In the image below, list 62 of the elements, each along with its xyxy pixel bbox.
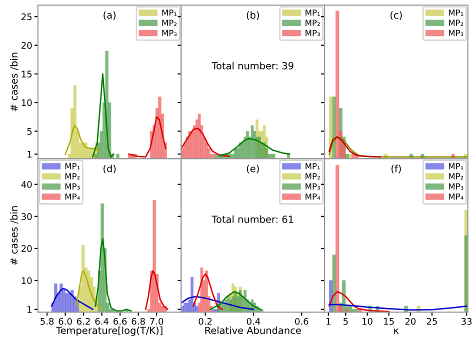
legend-label: MP₂ [448, 173, 464, 180]
x-tick-label: 5 [344, 318, 348, 325]
x-tick-label: 6.4 [95, 318, 108, 325]
y-tick-label: 30 [22, 213, 32, 220]
x-tick-label: 25 [426, 318, 437, 325]
y-axis-title: # cases /bin [10, 52, 18, 112]
x-tick-label: 0.2 [198, 318, 212, 325]
legend-label: MP₃ [162, 30, 177, 36]
legend-label: MP₁ [162, 10, 177, 16]
annotation: (e) [246, 164, 259, 174]
x-tick-label: 6.0 [58, 318, 72, 325]
legend-label: MP₂ [65, 173, 80, 180]
x-tick-label: 6.8 [132, 318, 145, 325]
x-tick-label: 15 [384, 318, 394, 325]
legend-label: MP₃ [306, 183, 320, 190]
x-tick-label: 10 [362, 318, 372, 325]
legend-label: MP₃ [448, 183, 464, 190]
legend-label: MP₁ [306, 10, 320, 16]
legend-label: MP₄ [65, 194, 80, 200]
y-tick-label: 10 [22, 99, 32, 106]
y-axis-title: # cases /bin [10, 206, 18, 265]
x-axis-title: Relative Abundance [205, 326, 301, 334]
legend-label: MP₄ [306, 194, 320, 200]
y-tick-label: 1 [28, 150, 32, 158]
x-tick-label: 5.8 [40, 318, 54, 325]
annotation: (d) [104, 164, 116, 174]
x-axis-title: κ [394, 328, 399, 334]
annotation: (b) [246, 11, 259, 20]
legend-label: MP₁ [448, 10, 464, 16]
legend-label: MP₁ [448, 163, 464, 170]
y-tick-label: 5 [27, 128, 32, 135]
x-tick-label: 1 [326, 318, 330, 325]
y-tick-label: 10 [22, 277, 32, 284]
y-tick-label: 20 [22, 42, 32, 49]
legend-label: MP₂ [306, 20, 320, 26]
legend-label: MP₂ [162, 20, 177, 26]
x-tick-label: 7.0 [150, 318, 164, 325]
annotation: Total number: 61 [212, 215, 294, 223]
legend-label: MP₃ [306, 30, 320, 36]
y-tick-label: 15 [22, 70, 32, 78]
legend-label: MP₂ [448, 20, 464, 26]
x-tick-label: 6.2 [77, 318, 90, 325]
legend-label: MP₁ [65, 163, 80, 170]
legend-label: MP₃ [65, 183, 80, 190]
x-tick-label: 6.6 [114, 318, 127, 325]
legend-label: MP₄ [448, 194, 464, 200]
y-tick-label: 20 [22, 245, 32, 252]
legend-label: MP₁ [306, 163, 320, 170]
legend-label: MP₃ [448, 30, 464, 36]
x-tick-label: 20 [405, 318, 416, 325]
y-tick-label: 1 [28, 306, 32, 313]
legend-label: MP₂ [306, 173, 320, 180]
annotation: (a) [104, 11, 116, 20]
y-tick-label: 25 [22, 13, 32, 20]
y-tick-label: 40 [21, 181, 32, 188]
x-tick-label: 33 [461, 318, 472, 325]
x-tick-label: 0.6 [295, 318, 308, 325]
annotation: (f) [392, 164, 401, 174]
x-axis-title: Temperature[log(T/K)] [56, 326, 162, 336]
x-tick-label: 0.4 [246, 318, 260, 325]
annotation: (c) [390, 11, 402, 20]
annotation: Total number: 39 [212, 62, 294, 70]
